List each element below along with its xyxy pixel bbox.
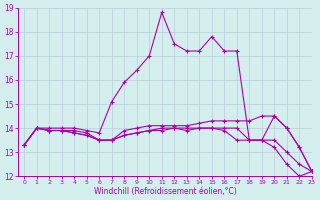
X-axis label: Windchill (Refroidissement éolien,°C): Windchill (Refroidissement éolien,°C) xyxy=(93,187,236,196)
